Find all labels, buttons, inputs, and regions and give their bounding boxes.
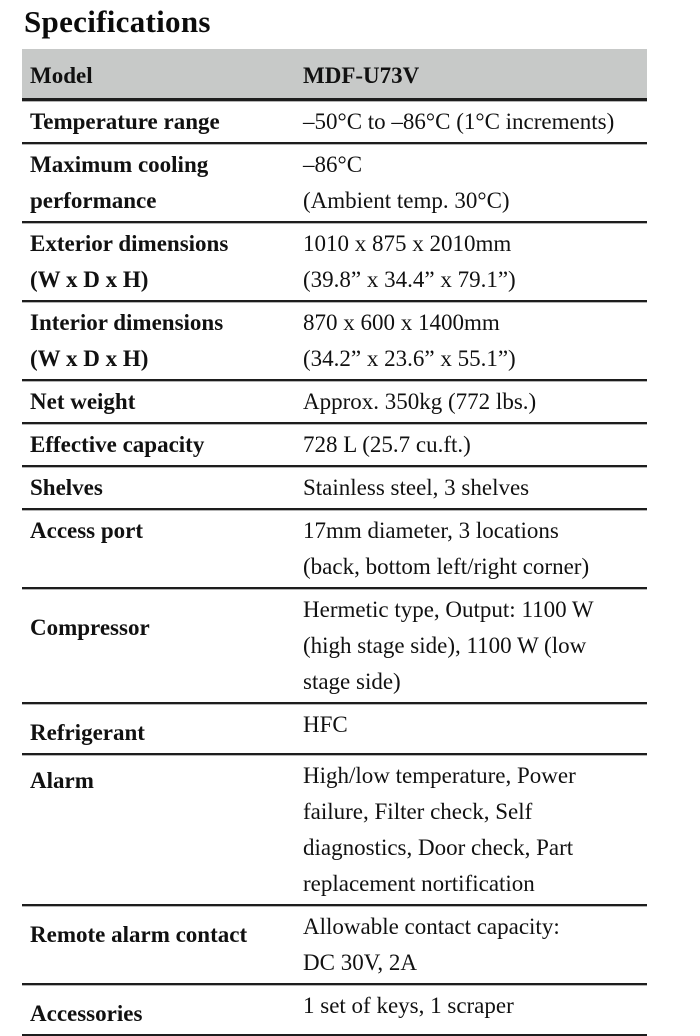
spec-value: Approx. 350kg (772 lbs.): [303, 381, 647, 424]
spec-label: Interior dimensions (W x D x H): [22, 302, 303, 381]
spec-value: Stainless steel, 3 shelves: [303, 467, 647, 510]
spec-row-effective-capacity: Effective capacity 728 L (25.7 cu.ft.): [22, 424, 647, 467]
spec-row-interior-dimensions: Interior dimensions (W x D x H) 870 x 60…: [22, 302, 647, 381]
table-header-row: Model MDF-U73V: [22, 49, 647, 101]
spec-value: High/low temperature, Power failure, Fil…: [303, 755, 647, 906]
spec-row-net-weight: Net weight Approx. 350kg (772 lbs.): [22, 381, 647, 424]
spec-value: 1010 x 875 x 2010mm (39.8” x 34.4” x 79.…: [303, 223, 647, 302]
page-title: Specifications: [24, 4, 211, 39]
spec-sheet-page: Specifications Model MDF-U73V Temperatur…: [22, 4, 647, 1036]
spec-row-compressor: Compressor Hermetic type, Output: 1100 W…: [22, 589, 647, 704]
spec-value: 728 L (25.7 cu.ft.): [303, 424, 647, 467]
header-model-label: Model: [22, 49, 303, 101]
spec-label: Maximum cooling performance: [22, 144, 303, 223]
spec-value: Allowable contact capacity: DC 30V, 2A: [303, 906, 647, 985]
header-model-value: MDF-U73V: [303, 49, 647, 101]
spec-value: Hermetic type, Output: 1100 W (high stag…: [303, 589, 647, 704]
spec-row-maximum-cooling-performance: Maximum cooling performance –86°C (Ambie…: [22, 144, 647, 223]
spec-value: –50°C to –86°C (1°C increments): [303, 101, 647, 144]
specifications-table: Model MDF-U73V Temperature range –50°C t…: [22, 49, 647, 1036]
spec-label: Alarm: [22, 755, 303, 906]
spec-label: Exterior dimensions (W x D x H): [22, 223, 303, 302]
spec-label: Access port: [22, 510, 303, 589]
spec-row-temperature-range: Temperature range –50°C to –86°C (1°C in…: [22, 101, 647, 144]
spec-row-accessories: Accessories 1 set of keys, 1 scraper: [22, 985, 647, 1036]
spec-value: HFC: [303, 704, 647, 755]
spec-label: Effective capacity: [22, 424, 303, 467]
spec-value: –86°C (Ambient temp. 30°C): [303, 144, 647, 223]
spec-label: Accessories: [22, 985, 303, 1036]
spec-value: 870 x 600 x 1400mm (34.2” x 23.6” x 55.1…: [303, 302, 647, 381]
spec-row-shelves: Shelves Stainless steel, 3 shelves: [22, 467, 647, 510]
spec-row-refrigerant: Refrigerant HFC: [22, 704, 647, 755]
spec-label: Net weight: [22, 381, 303, 424]
spec-label: Shelves: [22, 467, 303, 510]
spec-row-exterior-dimensions: Exterior dimensions (W x D x H) 1010 x 8…: [22, 223, 647, 302]
spec-row-alarm: Alarm High/low temperature, Power failur…: [22, 755, 647, 906]
spec-row-remote-alarm-contact: Remote alarm contact Allowable contact c…: [22, 906, 647, 985]
spec-row-access-port: Access port 17mm diameter, 3 locations (…: [22, 510, 647, 589]
spec-label: Temperature range: [22, 101, 303, 144]
spec-label: Remote alarm contact: [22, 906, 303, 985]
spec-value: 17mm diameter, 3 locations (back, bottom…: [303, 510, 647, 589]
spec-label: Compressor: [22, 589, 303, 704]
spec-value: 1 set of keys, 1 scraper: [303, 985, 647, 1036]
spec-label: Refrigerant: [22, 704, 303, 755]
